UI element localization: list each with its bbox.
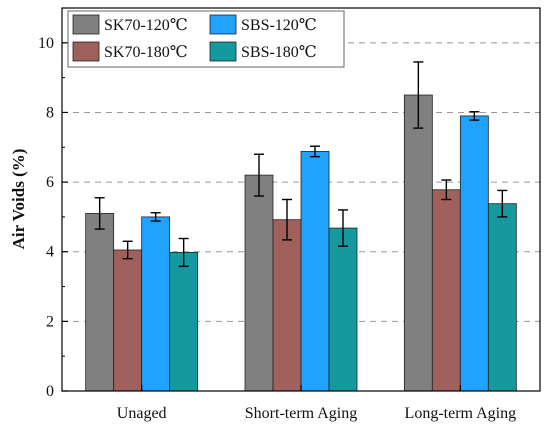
bar [403, 94, 433, 392]
y-tick-label: 4 [46, 244, 54, 261]
bar [459, 115, 489, 392]
bar [431, 189, 461, 392]
bars [85, 94, 517, 392]
legend-label: SBS-120℃ [241, 17, 317, 34]
bar [244, 174, 274, 392]
legend-swatch [209, 14, 237, 35]
x-axis: Unaged Short-term Aging Long-term Aging [117, 385, 516, 422]
y-tick-label: 0 [46, 383, 54, 400]
bar [169, 252, 199, 392]
legend-label: SBS-180℃ [241, 44, 317, 61]
legend-swatch [72, 41, 100, 62]
y-tick-label: 10 [38, 35, 54, 52]
legend-box [67, 10, 345, 68]
bar [113, 249, 143, 392]
legend-swatch [209, 41, 237, 62]
bar [300, 151, 330, 392]
y-axis-title: Air Voids (%) [9, 149, 28, 250]
legend-swatch [72, 14, 100, 35]
y-tick-label: 6 [46, 174, 54, 191]
bar [487, 203, 517, 392]
x-tick-label: Long-term Aging [405, 405, 517, 422]
x-tick-label: Short-term Aging [245, 405, 357, 422]
legend-label: SK70-120℃ [104, 17, 188, 34]
bar [272, 219, 302, 392]
legend-label: SK70-180℃ [104, 44, 188, 61]
legend: SK70-120℃ SBS-120℃ SK70-180℃ SBS-180℃ [67, 10, 345, 68]
bar [85, 213, 115, 392]
error-bars [94, 61, 508, 268]
y-axis: 0 2 4 6 8 10 [38, 35, 68, 400]
x-tick-label: Unaged [117, 405, 167, 422]
bar [141, 216, 171, 392]
y-tick-label: 2 [46, 313, 54, 330]
y-tick-label: 8 [46, 104, 54, 121]
bar [328, 227, 358, 392]
